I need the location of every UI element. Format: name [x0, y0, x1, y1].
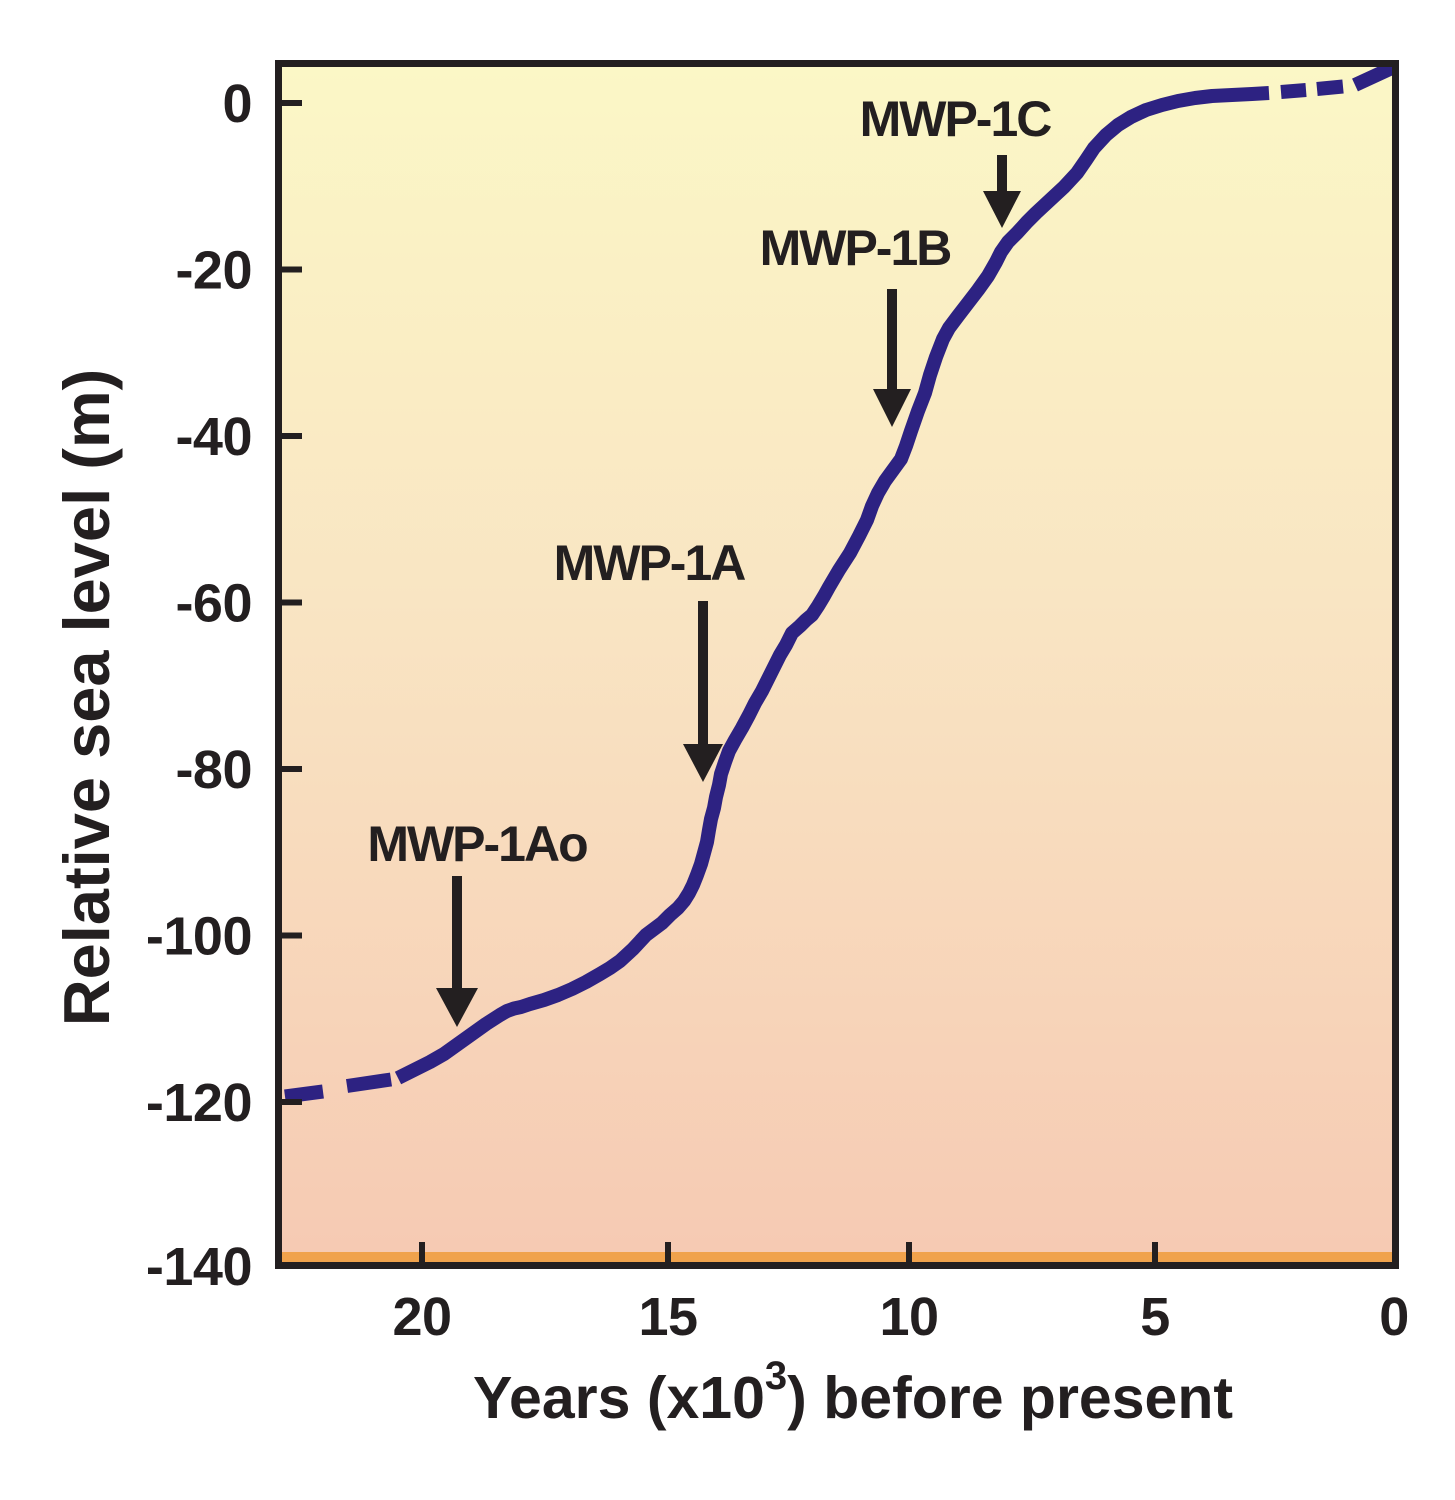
- svg-text:Relative sea level (m): Relative sea level (m): [50, 369, 123, 1027]
- svg-text:-140: -140: [146, 1237, 252, 1297]
- svg-text:MWP-1Ao: MWP-1Ao: [367, 816, 587, 872]
- svg-text:5: 5: [1140, 1287, 1170, 1347]
- svg-text:-80: -80: [175, 740, 252, 800]
- svg-text:MWP-1A: MWP-1A: [554, 535, 746, 591]
- svg-text:20: 20: [392, 1287, 451, 1347]
- svg-text:15: 15: [638, 1287, 697, 1347]
- svg-text:MWP-1B: MWP-1B: [760, 220, 951, 276]
- svg-text:-120: -120: [146, 1073, 252, 1133]
- svg-text:Years (x103) before present: Years (x103) before present: [473, 1354, 1233, 1431]
- svg-text:-100: -100: [146, 907, 252, 967]
- svg-text:0: 0: [1379, 1287, 1409, 1347]
- svg-text:MWP-1C: MWP-1C: [860, 91, 1052, 147]
- svg-text:-60: -60: [175, 574, 252, 634]
- svg-text:-40: -40: [175, 407, 252, 467]
- svg-text:0: 0: [222, 74, 252, 134]
- svg-text:10: 10: [879, 1287, 938, 1347]
- svg-text:-20: -20: [175, 241, 252, 301]
